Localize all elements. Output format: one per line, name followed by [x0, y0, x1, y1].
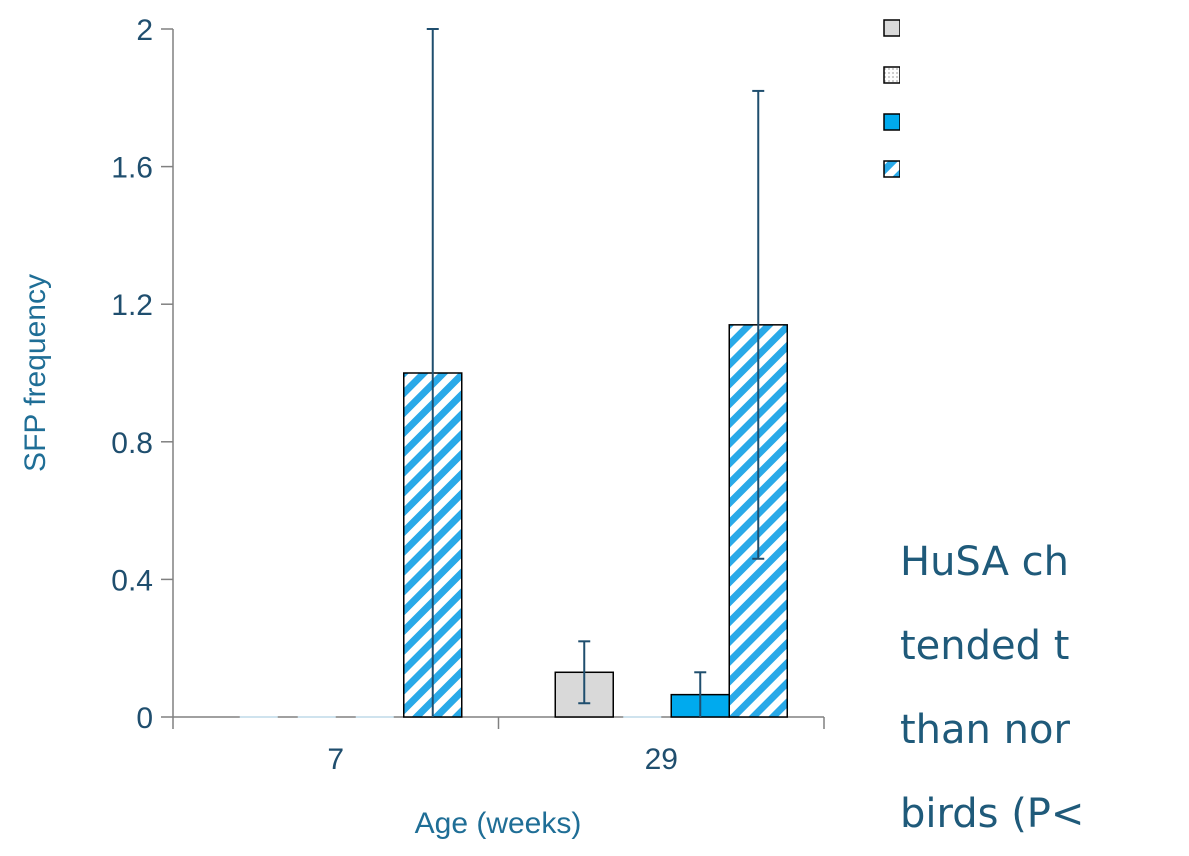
legend-swatch [883, 66, 900, 84]
x-axis: 7 29 [172, 716, 825, 776]
bar-chart: 0 0.4 0.8 1.2 1.6 2 7 29 Age (weeks) SFP frequ… [19, 14, 900, 840]
error-bars [426, 28, 765, 717]
y-tick-label: 2 [136, 14, 153, 47]
y-axis-title: SFP frequency [19, 274, 52, 472]
caption-line: than nor [900, 707, 1070, 753]
x-tick-label: 7 [327, 743, 344, 776]
bars [239, 324, 788, 718]
y-tick-label: 0.4 [111, 564, 153, 597]
y-tick-label: 1.6 [111, 152, 153, 185]
legend: LFP no HuSALFP HuSAHFP no HuSAHFP HuSA [883, 19, 900, 178]
y-axis: 0 0.4 0.8 1.2 1.6 2 [111, 14, 174, 735]
y-tick-label: 1.2 [111, 289, 153, 322]
x-axis-title: Age (weeks) [415, 807, 582, 840]
legend-swatch [883, 113, 900, 131]
y-tick-label: 0 [136, 702, 153, 735]
caption-line: tended t [900, 623, 1070, 669]
legend-swatch [883, 160, 900, 178]
caption-line: birds (P< [900, 791, 1085, 837]
x-tick-label: 29 [645, 743, 678, 776]
legend-swatch [883, 19, 900, 37]
caption-text: HuSA ch tended t than nor birds (P< [900, 520, 1189, 856]
y-tick-label: 0.8 [111, 427, 153, 460]
caption-line: HuSA ch [900, 539, 1069, 585]
